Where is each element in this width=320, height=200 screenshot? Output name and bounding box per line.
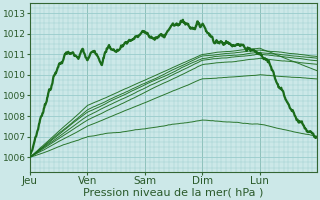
- X-axis label: Pression niveau de la mer( hPa ): Pression niveau de la mer( hPa ): [84, 187, 264, 197]
